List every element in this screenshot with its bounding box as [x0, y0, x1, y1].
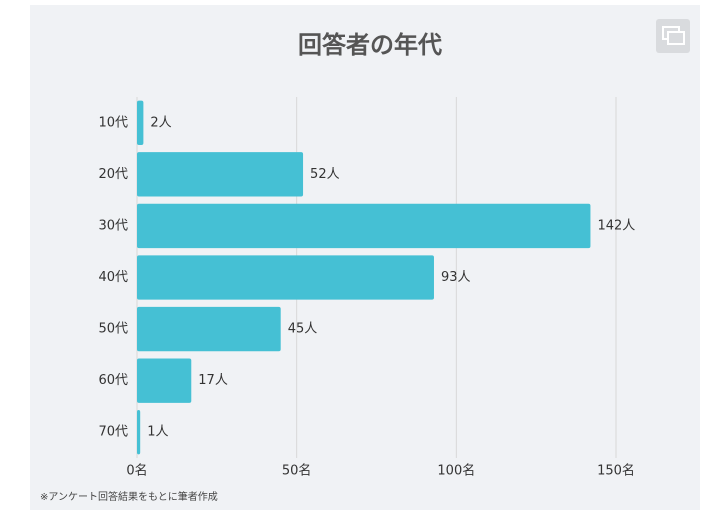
- y-tick-label: 60代: [98, 373, 128, 388]
- bar: [137, 203, 591, 249]
- bar: [137, 410, 141, 455]
- x-tick-label: 50名: [282, 463, 312, 479]
- value-label: 93人: [441, 270, 471, 285]
- value-label: 2人: [150, 115, 171, 130]
- y-tick-label: 20代: [98, 167, 128, 182]
- bar: [137, 306, 281, 352]
- bar: [137, 255, 434, 300]
- chart-title: 回答者の年代: [298, 31, 442, 59]
- y-tick-label: 40代: [98, 270, 128, 285]
- icon: [667, 31, 685, 45]
- x-tick-label: 100名: [437, 463, 475, 479]
- x-tick-label: 150名: [597, 463, 635, 479]
- footnote: ※アンケート回答結果をもとに筆者作成: [40, 490, 218, 503]
- x-tick-label: 0名: [126, 463, 147, 479]
- bar: [137, 358, 192, 403]
- y-tick-label: 30代: [98, 218, 128, 233]
- value-label: 1人: [147, 425, 168, 440]
- y-tick-label: 10代: [98, 115, 128, 130]
- value-label: 52人: [310, 167, 340, 182]
- bar: [137, 100, 144, 145]
- y-tick-label: 70代: [98, 425, 128, 440]
- value-label: 142人: [597, 218, 635, 233]
- value-label: 17人: [198, 373, 228, 388]
- value-label: 45人: [288, 322, 318, 337]
- bar: [137, 152, 304, 197]
- y-tick-label: 50代: [98, 322, 128, 337]
